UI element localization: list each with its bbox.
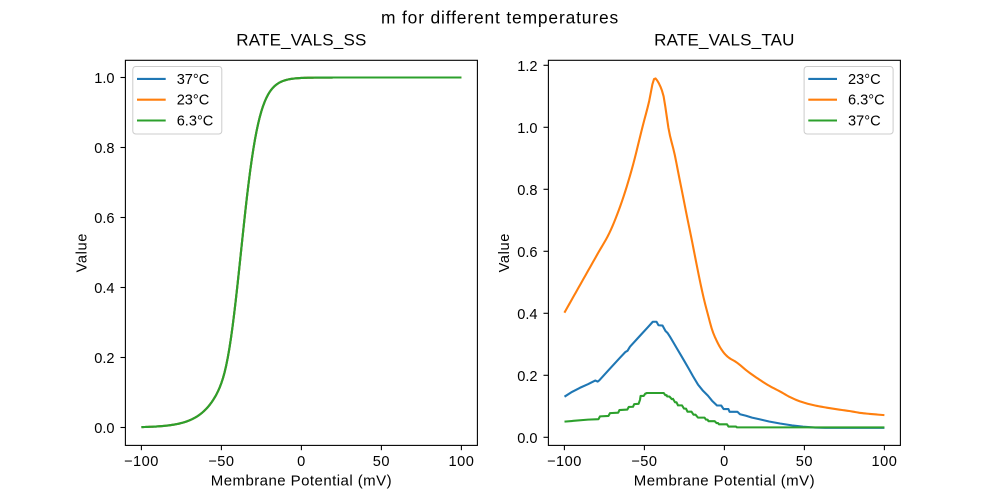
svg-text:Value: Value	[497, 233, 513, 272]
svg-text:50: 50	[796, 454, 813, 470]
svg-text:0: 0	[720, 454, 729, 470]
svg-text:RATE_VALS_TAU: RATE_VALS_TAU	[654, 30, 795, 49]
svg-text:100: 100	[448, 454, 474, 470]
svg-text:37°C: 37°C	[848, 114, 881, 130]
svg-text:0.4: 0.4	[94, 281, 114, 297]
svg-text:37°C: 37°C	[177, 72, 210, 88]
svg-text:23°C: 23°C	[848, 72, 881, 88]
svg-text:23°C: 23°C	[177, 93, 210, 109]
svg-text:0.0: 0.0	[517, 431, 537, 447]
svg-text:−100: −100	[547, 454, 582, 470]
svg-text:0.4: 0.4	[517, 307, 537, 323]
svg-text:−50: −50	[631, 454, 657, 470]
svg-text:Value: Value	[74, 233, 90, 272]
svg-text:Membrane Potential (mV): Membrane Potential (mV)	[211, 473, 392, 490]
svg-text:1.0: 1.0	[94, 71, 114, 87]
svg-text:RATE_VALS_SS: RATE_VALS_SS	[236, 30, 366, 49]
svg-text:0.6: 0.6	[517, 245, 537, 261]
svg-text:−50: −50	[208, 454, 234, 470]
svg-text:0.6: 0.6	[94, 211, 114, 227]
svg-text:1.0: 1.0	[517, 121, 537, 137]
svg-text:−100: −100	[124, 454, 159, 470]
svg-text:0.0: 0.0	[94, 421, 114, 437]
svg-text:0.2: 0.2	[94, 351, 114, 367]
svg-text:0.8: 0.8	[517, 183, 537, 199]
svg-text:m for different temperatures: m for different temperatures	[381, 8, 619, 28]
svg-text:0: 0	[297, 454, 306, 470]
svg-text:50: 50	[373, 454, 390, 470]
svg-text:1.2: 1.2	[517, 59, 537, 75]
svg-text:0.2: 0.2	[517, 369, 537, 385]
svg-text:Membrane Potential (mV): Membrane Potential (mV)	[634, 473, 815, 490]
svg-text:0.8: 0.8	[94, 141, 114, 157]
svg-text:6.3°C: 6.3°C	[177, 114, 214, 130]
svg-text:100: 100	[871, 454, 897, 470]
svg-text:6.3°C: 6.3°C	[848, 93, 885, 109]
